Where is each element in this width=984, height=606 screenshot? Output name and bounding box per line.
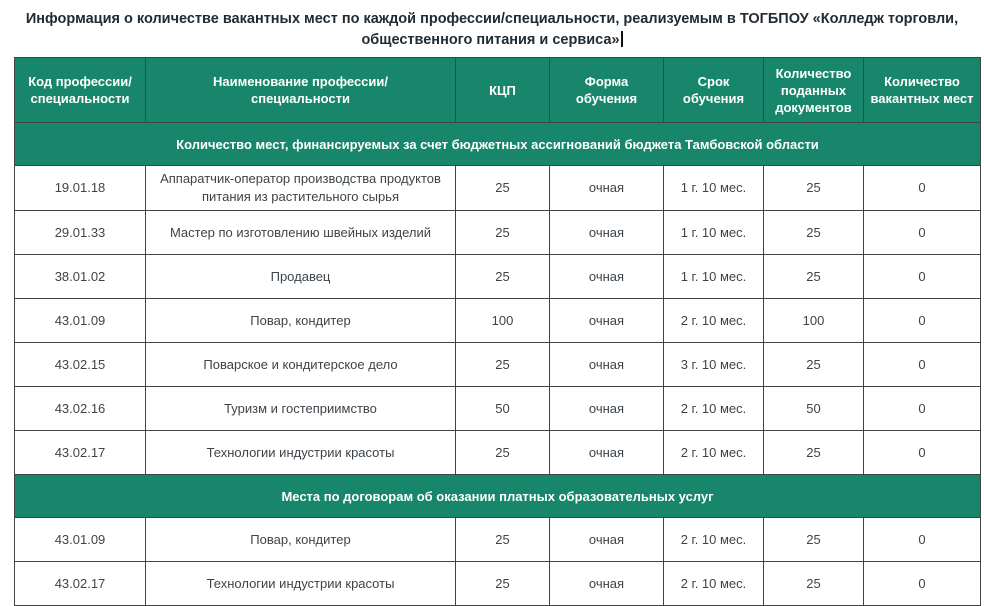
- column-header-form[interactable]: Форма обучения: [549, 57, 664, 123]
- cell-form[interactable]: очная: [549, 165, 664, 211]
- table-row: 43.01.09 Повар, кондитер 100 очная 2 г. …: [14, 298, 981, 343]
- cell-term[interactable]: 1 г. 10 мес.: [663, 254, 764, 299]
- table-row: 38.01.02 Продавец 25 очная 1 г. 10 мес. …: [14, 254, 981, 299]
- cell-term[interactable]: 2 г. 10 мес.: [663, 430, 764, 475]
- text-cursor: [620, 31, 623, 47]
- cell-code[interactable]: 38.01.02: [14, 254, 146, 299]
- column-header-kcp[interactable]: КЦП: [455, 57, 550, 123]
- cell-vacant[interactable]: 0: [863, 298, 981, 343]
- cell-docs[interactable]: 25: [763, 517, 864, 562]
- cell-docs[interactable]: 25: [763, 342, 864, 387]
- cell-vacant[interactable]: 0: [863, 165, 981, 211]
- header-row: Код профессии/специальности Наименование…: [14, 57, 981, 123]
- cell-docs[interactable]: 25: [763, 254, 864, 299]
- cell-form[interactable]: очная: [549, 386, 664, 431]
- cell-name[interactable]: Технологии индустрии красоты: [145, 561, 456, 606]
- section-header-row: Количество мест, финансируемых за счет б…: [14, 122, 981, 166]
- column-header-vacant[interactable]: Количество вакантных мест: [863, 57, 981, 123]
- section-header-row: Места по договорам об оказании платных о…: [14, 474, 981, 518]
- table-row: 43.02.15 Поварское и кондитерское дело 2…: [14, 342, 981, 387]
- cell-term[interactable]: 2 г. 10 мес.: [663, 386, 764, 431]
- cell-kcp[interactable]: 25: [455, 342, 550, 387]
- table-row: 43.02.17 Технологии индустрии красоты 25…: [14, 561, 981, 606]
- cell-name[interactable]: Туризм и гостеприимство: [145, 386, 456, 431]
- cell-vacant[interactable]: 0: [863, 342, 981, 387]
- section-header-paid[interactable]: Места по договорам об оказании платных о…: [14, 474, 981, 518]
- vacancies-table: Код профессии/специальности Наименование…: [14, 57, 981, 606]
- cell-code[interactable]: 43.02.16: [14, 386, 146, 431]
- cell-name[interactable]: Аппаратчик-оператор производства продукт…: [145, 165, 456, 211]
- section-header-budget[interactable]: Количество мест, финансируемых за счет б…: [14, 122, 981, 166]
- column-header-term-label: Срок обучения: [682, 74, 745, 106]
- cell-term[interactable]: 2 г. 10 мес.: [663, 298, 764, 343]
- column-header-code-label: Код профессии/специальности: [28, 74, 132, 106]
- cell-kcp[interactable]: 25: [455, 561, 550, 606]
- cell-form[interactable]: очная: [549, 561, 664, 606]
- cell-docs[interactable]: 100: [763, 298, 864, 343]
- cell-code[interactable]: 43.02.17: [14, 561, 146, 606]
- page-title-line1: Информация о количестве вакантных мест п…: [25, 11, 959, 27]
- cell-docs[interactable]: 25: [763, 430, 864, 475]
- column-header-docs-label: Количество поданных документов: [775, 65, 852, 115]
- cell-term[interactable]: 2 г. 10 мес.: [663, 517, 764, 562]
- cell-code[interactable]: 43.01.09: [14, 298, 146, 343]
- cell-kcp[interactable]: 25: [455, 430, 550, 475]
- cell-name[interactable]: Продавец: [145, 254, 456, 299]
- table-row: 19.01.18 Аппаратчик-оператор производств…: [14, 165, 981, 211]
- cell-kcp[interactable]: 50: [455, 386, 550, 431]
- cell-vacant[interactable]: 0: [863, 517, 981, 562]
- cell-name[interactable]: Мастер по изготовлению швейных изделий: [145, 210, 456, 255]
- cell-code[interactable]: 43.01.09: [14, 517, 146, 562]
- cell-form[interactable]: очная: [549, 430, 664, 475]
- cell-kcp[interactable]: 25: [455, 165, 550, 211]
- table-header: Код профессии/специальности Наименование…: [14, 57, 981, 123]
- cell-docs[interactable]: 25: [763, 210, 864, 255]
- column-header-vacant-label: Количество вакантных мест: [870, 74, 974, 106]
- table-row: 43.01.09 Повар, кондитер 25 очная 2 г. 1…: [14, 517, 981, 562]
- column-header-name[interactable]: Наименование профессии/специальности: [145, 57, 456, 123]
- cell-form[interactable]: очная: [549, 254, 664, 299]
- column-header-docs[interactable]: Количество поданных документов: [763, 57, 864, 123]
- cell-term[interactable]: 1 г. 10 мес.: [663, 165, 764, 211]
- cell-term[interactable]: 2 г. 10 мес.: [663, 561, 764, 606]
- page-title-line2: общественного питания и сервиса»: [361, 32, 620, 48]
- cell-docs[interactable]: 25: [763, 165, 864, 211]
- cell-code[interactable]: 29.01.33: [14, 210, 146, 255]
- cell-vacant[interactable]: 0: [863, 430, 981, 475]
- cell-name[interactable]: Повар, кондитер: [145, 517, 456, 562]
- cell-kcp[interactable]: 25: [455, 210, 550, 255]
- cell-docs[interactable]: 50: [763, 386, 864, 431]
- cell-name[interactable]: Повар, кондитер: [145, 298, 456, 343]
- cell-vacant[interactable]: 0: [863, 254, 981, 299]
- cell-form[interactable]: очная: [549, 342, 664, 387]
- page-title[interactable]: Информация о количестве вакантных мест п…: [20, 9, 964, 51]
- cell-code[interactable]: 43.02.15: [14, 342, 146, 387]
- cell-docs[interactable]: 25: [763, 561, 864, 606]
- column-header-code[interactable]: Код профессии/специальности: [14, 57, 146, 123]
- cell-kcp[interactable]: 25: [455, 254, 550, 299]
- cell-kcp[interactable]: 25: [455, 517, 550, 562]
- table-row: 43.02.17 Технологии индустрии красоты 25…: [14, 430, 981, 475]
- cell-kcp[interactable]: 100: [455, 298, 550, 343]
- table-row: 43.02.16 Туризм и гостеприимство 50 очна…: [14, 386, 981, 431]
- cell-vacant[interactable]: 0: [863, 386, 981, 431]
- cell-vacant[interactable]: 0: [863, 210, 981, 255]
- column-header-term[interactable]: Срок обучения: [663, 57, 764, 123]
- column-header-name-label: Наименование профессии/специальности: [212, 74, 389, 106]
- table-row: 29.01.33 Мастер по изготовлению швейных …: [14, 210, 981, 255]
- cell-term[interactable]: 3 г. 10 мес.: [663, 342, 764, 387]
- cell-term[interactable]: 1 г. 10 мес.: [663, 210, 764, 255]
- cell-code[interactable]: 19.01.18: [14, 165, 146, 211]
- cell-form[interactable]: очная: [549, 517, 664, 562]
- cell-form[interactable]: очная: [549, 298, 664, 343]
- cell-name[interactable]: Технологии индустрии красоты: [145, 430, 456, 475]
- cell-form[interactable]: очная: [549, 210, 664, 255]
- cell-vacant[interactable]: 0: [863, 561, 981, 606]
- cell-code[interactable]: 43.02.17: [14, 430, 146, 475]
- column-header-form-label: Форма обучения: [575, 74, 638, 106]
- cell-name[interactable]: Поварское и кондитерское дело: [145, 342, 456, 387]
- column-header-kcp-label: КЦП: [489, 82, 516, 98]
